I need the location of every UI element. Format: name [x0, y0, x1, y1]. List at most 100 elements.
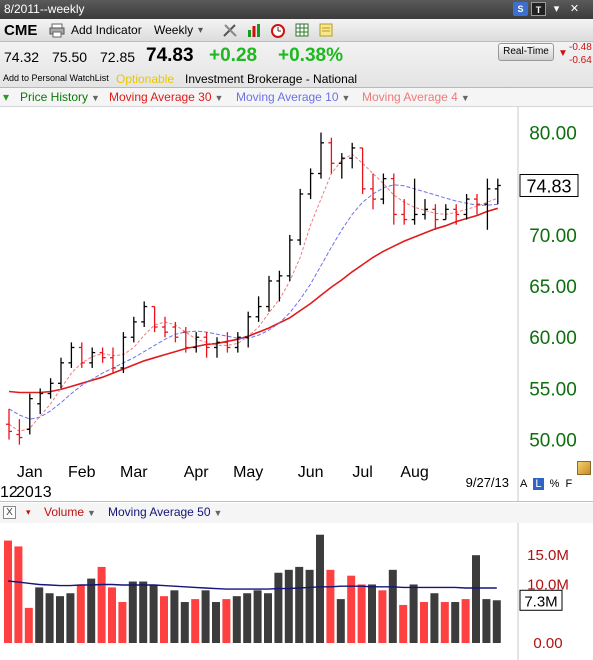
- scale-options: A L % F: [520, 478, 575, 490]
- volume-bar: [191, 599, 200, 643]
- legend-ma10[interactable]: Moving Average 10 ▼: [236, 90, 350, 104]
- volume-bar: [118, 602, 127, 643]
- chevron-down-icon[interactable]: ▼: [341, 93, 351, 103]
- ohlc-bar: [359, 147, 366, 194]
- ohlc-bar: [411, 178, 418, 225]
- chevron-down-icon[interactable]: ▼: [213, 508, 223, 518]
- print-icon[interactable]: [49, 22, 65, 38]
- menu-arrow-icon[interactable]: ▾: [553, 3, 560, 15]
- volume-bar: [66, 593, 75, 643]
- x-tick-label: Mar: [120, 464, 148, 481]
- ohlc-bar: [37, 388, 44, 414]
- ohlc-bar: [6, 408, 12, 440]
- pencil-icon[interactable]: [577, 461, 591, 475]
- legend-ma4-label: Moving Average 4: [362, 90, 458, 104]
- ohlc-bar: [338, 153, 345, 179]
- real-time-button[interactable]: Real-Time: [498, 43, 554, 61]
- chevron-down-icon[interactable]: ▼: [460, 93, 470, 103]
- legend-ma30-label: Moving Average 30: [109, 90, 212, 104]
- legend-vol-ma50[interactable]: Moving Average 50 ▼: [108, 505, 222, 519]
- ohlc-bar: [432, 204, 439, 230]
- volume-legend: X ▾ Volume ▼ Moving Average 50 ▼: [0, 503, 593, 523]
- ohlc-bar: [99, 347, 106, 363]
- symbol-label[interactable]: CME: [4, 22, 38, 39]
- volume-bar: [212, 602, 220, 643]
- s-button[interactable]: S: [513, 2, 528, 16]
- x-tick-label: Feb: [68, 464, 96, 481]
- date-label: 9/27/13: [466, 475, 509, 490]
- industry-label[interactable]: Investment Brokerage - National: [185, 72, 358, 86]
- x-tick-label: Jan: [17, 464, 43, 481]
- volume-bar: [128, 581, 137, 643]
- chevron-down-icon[interactable]: ▼: [87, 508, 96, 518]
- vol-y-tick-label: 10.0M: [527, 576, 569, 593]
- ohlc-bar: [401, 199, 408, 225]
- x-tick-label: Aug: [400, 464, 428, 481]
- period-dropdown-icon[interactable]: ▾: [198, 25, 204, 36]
- volume-bar: [160, 596, 168, 643]
- volume-bar: [492, 600, 501, 643]
- note-icon[interactable]: [318, 22, 334, 38]
- close-pane-icon[interactable]: X: [3, 506, 16, 519]
- legend-ma30[interactable]: Moving Average 30 ▼: [109, 90, 223, 104]
- alarm-clock-icon[interactable]: [270, 22, 286, 38]
- scale-f-button[interactable]: F: [565, 478, 573, 490]
- low-price: 72.85: [100, 49, 136, 65]
- volume-bar: [420, 602, 428, 643]
- volume-bar: [97, 566, 106, 643]
- volume-bar: [388, 569, 397, 643]
- vol-y-tick-label: 15.0M: [527, 547, 569, 564]
- ohlc-bar: [68, 342, 75, 368]
- volume-bar: [180, 602, 189, 643]
- y-tick-label: 50.00: [529, 431, 577, 452]
- volume-chart[interactable]: 0.00 10.0M 15.0M 7.3M: [0, 523, 593, 660]
- add-indicator-button[interactable]: Add Indicator: [71, 23, 142, 37]
- ohlc-bar: [266, 275, 272, 312]
- volume-bar: [347, 575, 356, 643]
- price-chart[interactable]: 50.00 55.00 60.00 65.00 70.00 80.00 74.83 Jan Fe…: [0, 107, 593, 501]
- legend-vol-ma50-label: Moving Average 50: [108, 505, 211, 519]
- ohlc-bar: [224, 332, 231, 353]
- volume-bar: [87, 578, 96, 643]
- volume-bar: [295, 566, 304, 643]
- y-tick-label: 65.00: [529, 277, 577, 298]
- close-icon[interactable]: ✕: [569, 3, 580, 15]
- pane-divider[interactable]: [0, 501, 593, 502]
- legend-ma4[interactable]: Moving Average 4 ▼: [362, 90, 470, 104]
- expand-icon[interactable]: ▾: [3, 90, 10, 104]
- chart-style-icon[interactable]: [246, 22, 262, 38]
- tools-icon[interactable]: [222, 22, 238, 38]
- ohlc-bar: [151, 305, 158, 333]
- legend-price-history[interactable]: Price History ▼: [20, 90, 100, 104]
- vol-y-tick-label: 0.00: [533, 635, 562, 652]
- t-button[interactable]: T: [531, 2, 546, 16]
- legend-volume[interactable]: Volume ▼: [44, 505, 96, 519]
- volume-bar: [409, 584, 418, 643]
- volume-bar: [274, 572, 283, 643]
- volume-bar: [253, 590, 262, 643]
- last-price: 74.83: [146, 45, 194, 66]
- period-select[interactable]: Weekly: [154, 23, 194, 37]
- high-price: 75.50: [52, 49, 88, 65]
- ohlc-bar: [286, 234, 293, 281]
- scale-a-button[interactable]: A: [520, 478, 528, 490]
- price-change-percent: +0.38%: [278, 45, 343, 66]
- quote-panel: 74.32 75.50 72.85 74.83 +0.28 +0.38% Add…: [0, 42, 593, 88]
- scale-l-button[interactable]: L: [533, 478, 544, 490]
- legend-volume-label: Volume: [44, 505, 85, 519]
- spreadsheet-icon[interactable]: [294, 22, 310, 38]
- chevron-down-icon[interactable]: ▼: [91, 93, 100, 103]
- volume-bar: [24, 607, 33, 643]
- expand-icon[interactable]: ▾: [26, 507, 31, 517]
- chevron-down-icon[interactable]: ▼: [214, 93, 224, 103]
- volume-bar: [284, 569, 293, 643]
- volume-bar: [14, 546, 23, 643]
- ohlc-bar: [442, 204, 449, 221]
- last-price-box: [519, 173, 579, 197]
- title-bar: 8/2011--weekly S T ▾ ✕: [0, 0, 593, 19]
- ohlc-bar: [26, 393, 33, 435]
- ohlc-bar: [255, 296, 262, 322]
- x-tick-label: Jul: [352, 464, 372, 481]
- add-to-watchlist-link[interactable]: Add to Personal WatchList: [3, 73, 109, 83]
- scale-percent-button[interactable]: %: [549, 478, 560, 490]
